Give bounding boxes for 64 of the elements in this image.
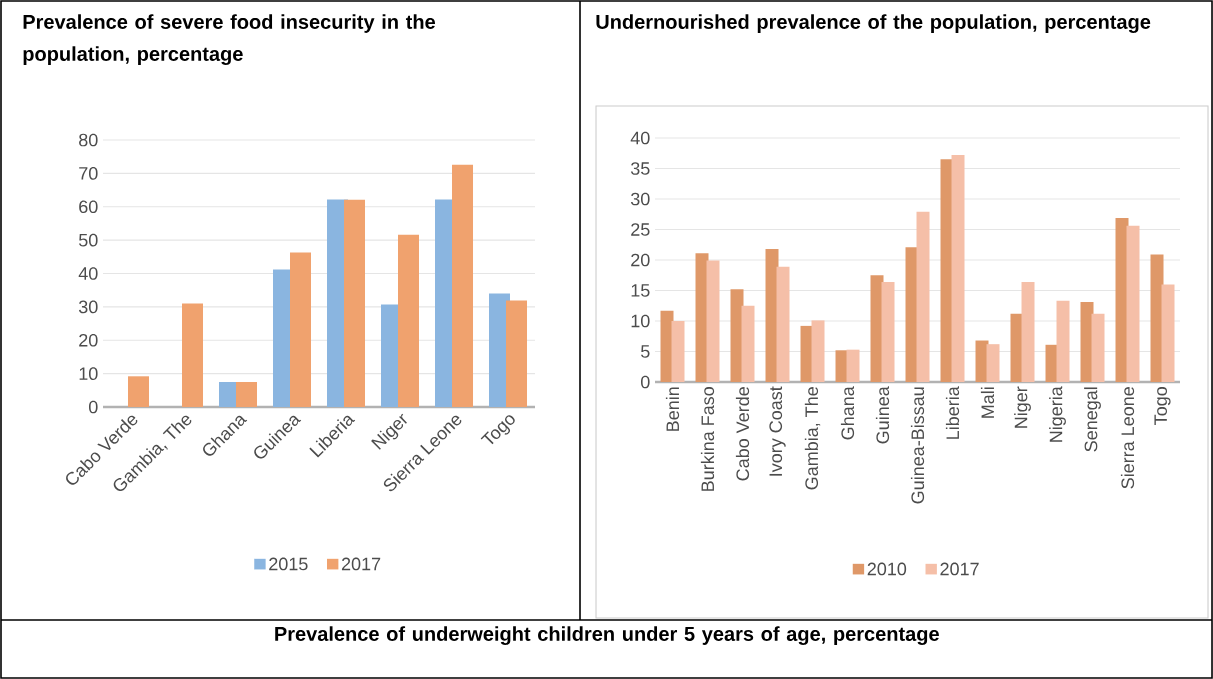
- x-tick-label: Burkina Faso: [700, 387, 715, 491]
- y-tick-label: 20: [79, 333, 98, 347]
- y-tick-label: 40: [78, 267, 98, 280]
- bar: [506, 300, 528, 407]
- y-tick-label: 50: [78, 233, 98, 247]
- bar: [1021, 281, 1035, 382]
- x-tick-label: Liberia: [945, 386, 960, 439]
- x-tick-label: Mali: [980, 387, 995, 418]
- y-tick-label: 70: [79, 167, 98, 180]
- x-tick-label: Benin: [665, 387, 680, 431]
- bar: [1161, 284, 1175, 382]
- y-tick-label: 30: [630, 192, 650, 206]
- bar: [1126, 225, 1140, 382]
- y-tick-label: 0: [641, 375, 650, 389]
- y-tick-label: 25: [631, 223, 650, 236]
- bar: [182, 303, 204, 407]
- x-tick-label: Senegal: [1084, 387, 1101, 452]
- y-tick-label: 35: [630, 162, 650, 175]
- y-tick-label: 10: [631, 314, 650, 328]
- y-tick-label: 15: [631, 284, 650, 297]
- bar: [290, 252, 311, 407]
- bar: [128, 376, 149, 407]
- bar: [846, 349, 860, 382]
- bar: [1091, 313, 1105, 382]
- bar: [452, 164, 474, 407]
- x-tick-label: Guinea: [875, 386, 890, 444]
- bar: [741, 305, 755, 382]
- bar: [344, 199, 366, 407]
- x-tick-label: Guinea-Bissau: [910, 387, 925, 504]
- y-tick-label: 0: [88, 400, 98, 414]
- bar: [951, 155, 965, 382]
- bar: [398, 234, 419, 407]
- x-tick-label: Gambia, The: [804, 387, 821, 490]
- chart-title: Undernourished prevalence of the population, percentage: [596, 14, 1151, 33]
- legend-label: 2015: [269, 557, 308, 571]
- bar: [706, 260, 720, 382]
- x-tick-label: Togo: [480, 415, 515, 445]
- bar: [881, 281, 895, 382]
- text: Prevalence of underweight children under 5 years of age, percentage: [275, 626, 939, 645]
- x-tick-label: Togo: [1154, 387, 1171, 425]
- x-tick-label: Niger: [1014, 386, 1031, 428]
- bar: [811, 320, 825, 382]
- y-tick-label: 20: [631, 253, 650, 267]
- x-tick-label: Ghana: [840, 386, 855, 440]
- bar: [671, 321, 685, 382]
- y-tick-label: 40: [630, 131, 650, 145]
- chart-title: Prevalence of severe food insecurity in the population, percentage: [23, 14, 436, 65]
- bar: [776, 266, 790, 382]
- bar: [986, 344, 1000, 382]
- bar: [236, 381, 257, 407]
- x-tick-label: Sierra Leone: [1120, 387, 1135, 489]
- y-tick-label: 80: [79, 133, 98, 147]
- y-tick-label: 30: [78, 300, 98, 314]
- bar: [1056, 300, 1070, 382]
- legend-label: 2017: [341, 557, 381, 571]
- x-tick-label: Cabo Verde: [735, 387, 750, 481]
- y-tick-label: 10: [79, 367, 98, 380]
- x-tick-label: Ivory Coast: [769, 386, 786, 476]
- legend-label: 2010: [867, 562, 907, 576]
- y-tick-label: 5: [641, 345, 650, 358]
- x-tick-label: Nigeria: [1049, 386, 1066, 442]
- y-tick-label: 60: [79, 200, 98, 214]
- bar: [916, 211, 930, 382]
- legend-label: 2017: [940, 562, 979, 576]
